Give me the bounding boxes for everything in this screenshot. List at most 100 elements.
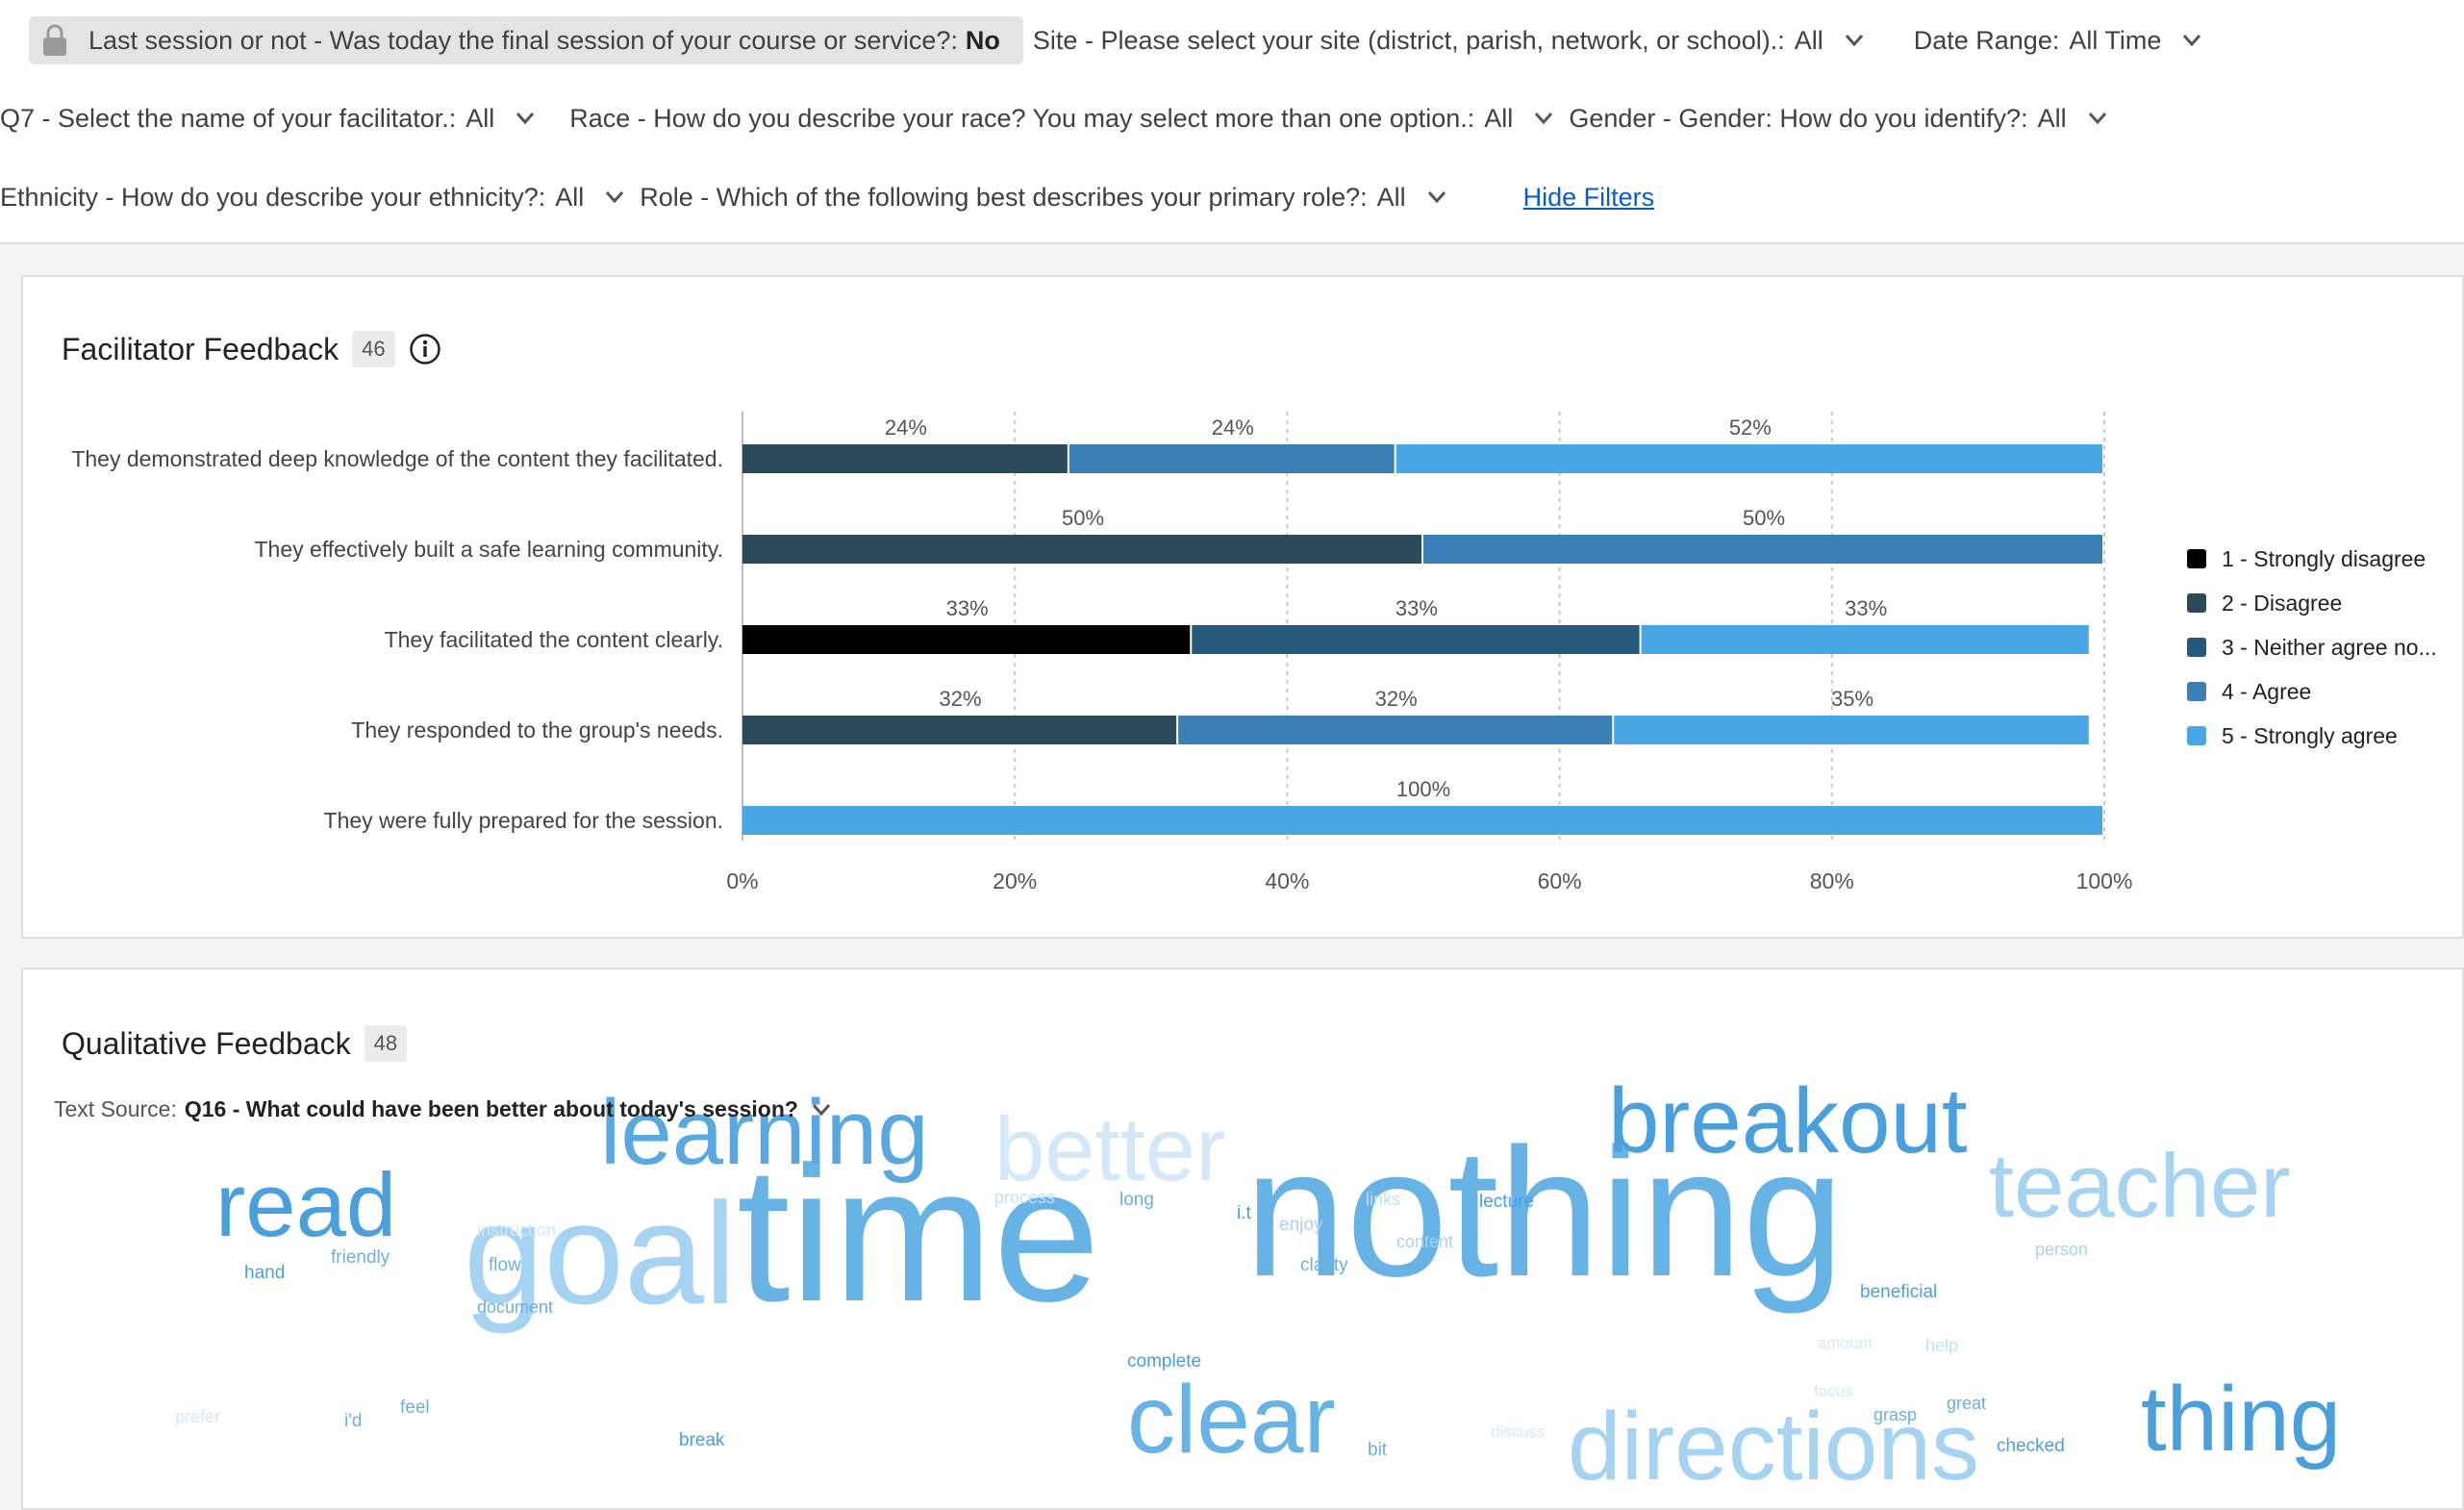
filter-role[interactable]: Role - Which of the following best descr… [640,183,1474,213]
word-cloud-word[interactable]: long [1119,1190,1154,1210]
legend-label: 5 - Strongly agree [2222,722,2398,748]
bar-segment [742,444,1068,473]
data-label: 32% [1375,687,1418,711]
word-cloud-word[interactable]: grasp [1873,1405,1918,1424]
facilitator-feedback-card: 0% 20% 40% 60% 80% 100% They demonstrated deep… [21,275,2464,939]
legend-label: 1 - Strongly disagree [2222,545,2426,571]
word-cloud-word[interactable]: breakout [1608,1070,1968,1172]
word-cloud-word[interactable]: prefer [175,1407,221,1426]
hide-filters-link[interactable]: Hide Filters [1522,182,1655,212]
word-cloud-word[interactable]: clarity [1300,1255,1348,1275]
chart-legend: 1 - Strongly disagree 2 - Disagree 3 - Nei… [2187,537,2437,758]
word-cloud-word[interactable]: learning [600,1081,929,1184]
word-cloud-word[interactable]: beneficial [1860,1282,1938,1302]
word-cloud-word[interactable]: person [2035,1240,2089,1259]
bar-segment [1641,625,2089,654]
word-cloud-word[interactable]: clear [1127,1366,1336,1473]
word-cloud-word[interactable]: process [994,1188,1056,1207]
filter-race-label: Race - How do you describe your race? Yo… [569,103,1475,133]
word-cloud-word[interactable]: feel [400,1397,430,1418]
data-label: 35% [1831,687,1873,711]
word-cloud-word[interactable]: complete [1127,1351,1202,1372]
filter-row-3: Ethnicity - How do you describe your eth… [0,168,1654,226]
facilitator-feedback-chart: 0% 20% 40% 60% 80% 100% They demonstrated deep… [71,412,2132,893]
bar-segment [1423,535,2102,564]
word-cloud-word[interactable]: document [477,1297,554,1317]
filter-site-value: All [1794,25,1823,55]
filter-gender-label: Gender - Gender: How do you identify?: [1569,103,2028,133]
bar-segment [1069,444,1395,473]
facilitator-feedback-header: Facilitator Feedback 46 [62,331,441,367]
locked-filter-value: No [965,25,1000,55]
bar-segment [742,625,1191,654]
word-cloud-word[interactable]: help [1925,1336,1959,1355]
chevron-down-icon [606,191,624,204]
legend-item[interactable]: 3 - Neither agree no... [2187,625,2437,669]
word-cloud-word[interactable]: directions [1568,1393,1979,1500]
legend-swatch [2187,726,2206,745]
filter-date-range[interactable]: Date Range: All Time [1914,26,2252,56]
filter-race[interactable]: Race - How do you describe your race? Yo… [569,104,1569,134]
filter-row-2: Q7 - Select the name of your facilitator… [0,89,2157,147]
bar-segment [1395,444,2102,473]
filter-site[interactable]: Site - Please select your site (district… [1033,26,1914,56]
legend-item[interactable]: 2 - Disagree [2187,581,2437,625]
filter-ethnicity[interactable]: Ethnicity - How do you describe your eth… [0,183,640,213]
word-cloud-word[interactable]: goal [464,1172,737,1334]
legend-item[interactable]: 4 - Agree [2187,669,2437,714]
word-cloud-word[interactable]: enjoy [1279,1215,1323,1235]
filter-gender[interactable]: Gender - Gender: How do you identify?: A… [1569,104,2156,134]
word-cloud-word[interactable]: time [737,1127,1100,1342]
word-cloud-word[interactable]: thing [2141,1368,2342,1471]
chevron-down-icon [1427,191,1446,204]
word-cloud-word[interactable]: instruction [477,1221,557,1240]
word-cloud-word[interactable]: lecture [1479,1192,1535,1212]
word-cloud-word[interactable]: read [215,1154,397,1255]
bar-segment [1192,625,1640,654]
filter-date-value: All Time [2069,25,2162,55]
word-cloud-word[interactable]: friendly [331,1247,390,1268]
word-cloud: nothing time goal breakout learning better tea… [23,969,2462,1508]
word-cloud-word[interactable]: checked [1997,1436,2065,1456]
chevron-down-icon [516,113,535,125]
word-cloud-word[interactable]: better [994,1098,1226,1199]
filter-facilitator-label: Q7 - Select the name of your facilitator… [0,103,457,133]
word-cloud-word[interactable]: teacher [1989,1135,2291,1236]
word-cloud-word[interactable]: amount [1818,1334,1873,1352]
bar-segment [742,716,1177,744]
word-cloud-word[interactable]: bit [1368,1440,1388,1460]
data-label: 33% [946,596,989,620]
word-cloud-word[interactable]: great [1947,1394,1987,1413]
locked-filter-label: Last session or not - Was today the fina… [88,25,958,55]
filter-facilitator[interactable]: Q7 - Select the name of your facilitator… [0,104,569,134]
response-count-badge: 48 [364,1025,408,1062]
text-source-selector[interactable]: Text Source: Q16 - What could have been … [54,1096,831,1122]
word-cloud-word[interactable]: discuss [1491,1422,1546,1441]
qualitative-feedback-header: Qualitative Feedback 48 [62,1025,408,1062]
legend-item[interactable]: 5 - Strongly agree [2187,714,2437,758]
legend-swatch [2187,593,2206,613]
legend-label: 2 - Disagree [2222,590,2343,616]
x-tick-label: 0% [726,868,758,893]
data-label: 24% [1212,415,1254,440]
legend-swatch [2187,638,2206,657]
word-cloud-word[interactable]: content [1396,1232,1454,1251]
qualitative-feedback-title: Qualitative Feedback [62,1025,351,1061]
text-source-label: Text Source: [54,1096,177,1121]
info-icon[interactable] [409,333,441,365]
filter-facilitator-value: All [465,103,495,133]
data-label: 32% [940,687,982,711]
word-cloud-word[interactable]: i.t [1237,1203,1251,1223]
word-cloud-word[interactable]: links [1366,1190,1401,1209]
word-cloud-word[interactable]: focus [1814,1382,1853,1400]
word-cloud-word[interactable]: flow [489,1255,521,1275]
word-cloud-word[interactable]: hand [244,1263,286,1283]
legend-item[interactable]: 1 - Strongly disagree [2187,537,2437,581]
word-cloud-word[interactable]: i'd [344,1411,363,1431]
lock-icon [43,24,66,56]
x-tick-label: 20% [993,868,1037,893]
data-label: 50% [1062,506,1104,530]
filter-bar: Last session or not - Was today the fina… [0,0,2464,244]
word-cloud-word[interactable]: nothing [1245,1111,1845,1315]
word-cloud-word[interactable]: break [679,1430,725,1450]
